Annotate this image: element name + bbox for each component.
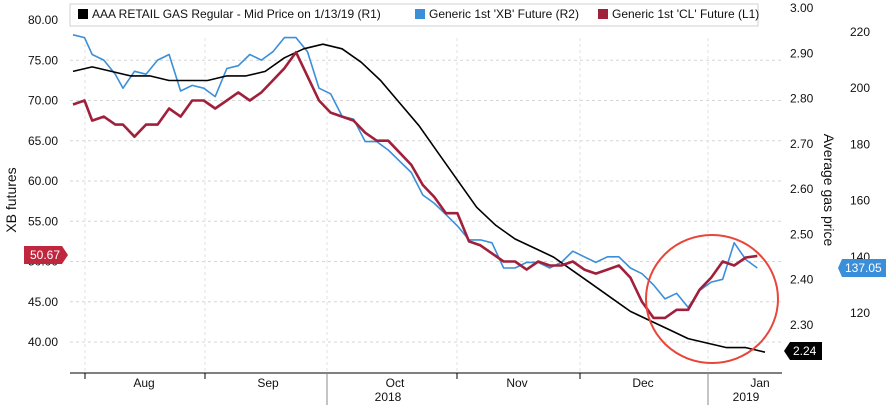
x-month-label: Nov (506, 376, 527, 390)
right-axis-title: Average gas price (821, 134, 837, 247)
legend-label-gas: AAA RETAIL GAS Regular - Mid Price on 1/… (92, 7, 381, 21)
x-month-label: Jan (750, 376, 769, 390)
legend-box (69, 3, 759, 27)
left-tick-label: 40.00 (28, 335, 58, 349)
right-xb-tick-label: 120 (850, 306, 870, 320)
series-line-cl (72, 50, 758, 320)
right-xb-tick-label: 200 (850, 81, 870, 95)
legend-swatch-xb (415, 9, 425, 19)
svg-text:137.05: 137.05 (845, 261, 882, 275)
left-tick-label: 70.00 (28, 94, 58, 108)
left-tick-label: 80.00 (28, 13, 58, 27)
left-tick-label: 45.00 (28, 295, 58, 309)
right-price-tick-label: 2.50 (790, 227, 814, 241)
x-month-label: Dec (632, 376, 653, 390)
right-xb-tick-label: 180 (850, 137, 870, 151)
legend-label-cl: Generic 1st 'CL' Future (L1) (612, 7, 759, 21)
value-tag-gas: 2.24 (784, 342, 822, 360)
right-price-tick-label: 2.30 (790, 318, 814, 332)
x-month-label: Sep (257, 376, 279, 390)
right-price-tick-label: 2.70 (790, 137, 814, 151)
right-price-tick-label: 2.40 (790, 273, 814, 287)
left-axis-ticks: 40.0045.0050.0055.0060.0065.0070.0075.00… (28, 13, 58, 349)
gridlines (70, 38, 782, 373)
value-tag-cl: 50.67 (24, 246, 68, 264)
left-tick-label: 55.00 (28, 214, 58, 228)
highlight-circle (645, 234, 779, 364)
series-lines (72, 34, 766, 353)
right-axis-price-ticks: 2.30 2.40 2.50 2.60 2.70 2.80 2.90 3.00 (790, 1, 814, 332)
left-tick-label: 60.00 (28, 174, 58, 188)
x-month-label: Oct (386, 376, 405, 390)
x-axis-month-ticks: Aug Sep Oct Nov Dec Jan (84, 373, 770, 390)
right-price-tick-label: 2.60 (790, 182, 814, 196)
legend-swatch-gas (78, 9, 88, 19)
value-tag-xb: 137.05 (838, 259, 886, 277)
left-axis-title: XB futures (3, 167, 19, 232)
right-xb-tick-label: 160 (850, 194, 870, 208)
right-xb-tick-label: 220 (850, 25, 870, 39)
x-year-label-2019: 2019 (733, 390, 760, 404)
x-year-label-2018: 2018 (375, 390, 402, 404)
legend-swatch-cl (598, 9, 608, 19)
svg-text:50.67: 50.67 (30, 248, 60, 262)
series-line-gas (72, 43, 766, 353)
legend-label-xb: Generic 1st 'XB' Future (R2) (429, 7, 579, 21)
left-tick-label: 75.00 (28, 53, 58, 67)
right-price-tick-label: 3.00 (790, 1, 814, 15)
right-price-tick-label: 2.90 (790, 46, 814, 60)
series-line-xb (72, 34, 758, 309)
right-price-tick-label: 2.80 (790, 92, 814, 106)
x-month-label: Aug (133, 376, 154, 390)
left-tick-label: 65.00 (28, 134, 58, 148)
svg-text:2.24: 2.24 (793, 344, 817, 358)
